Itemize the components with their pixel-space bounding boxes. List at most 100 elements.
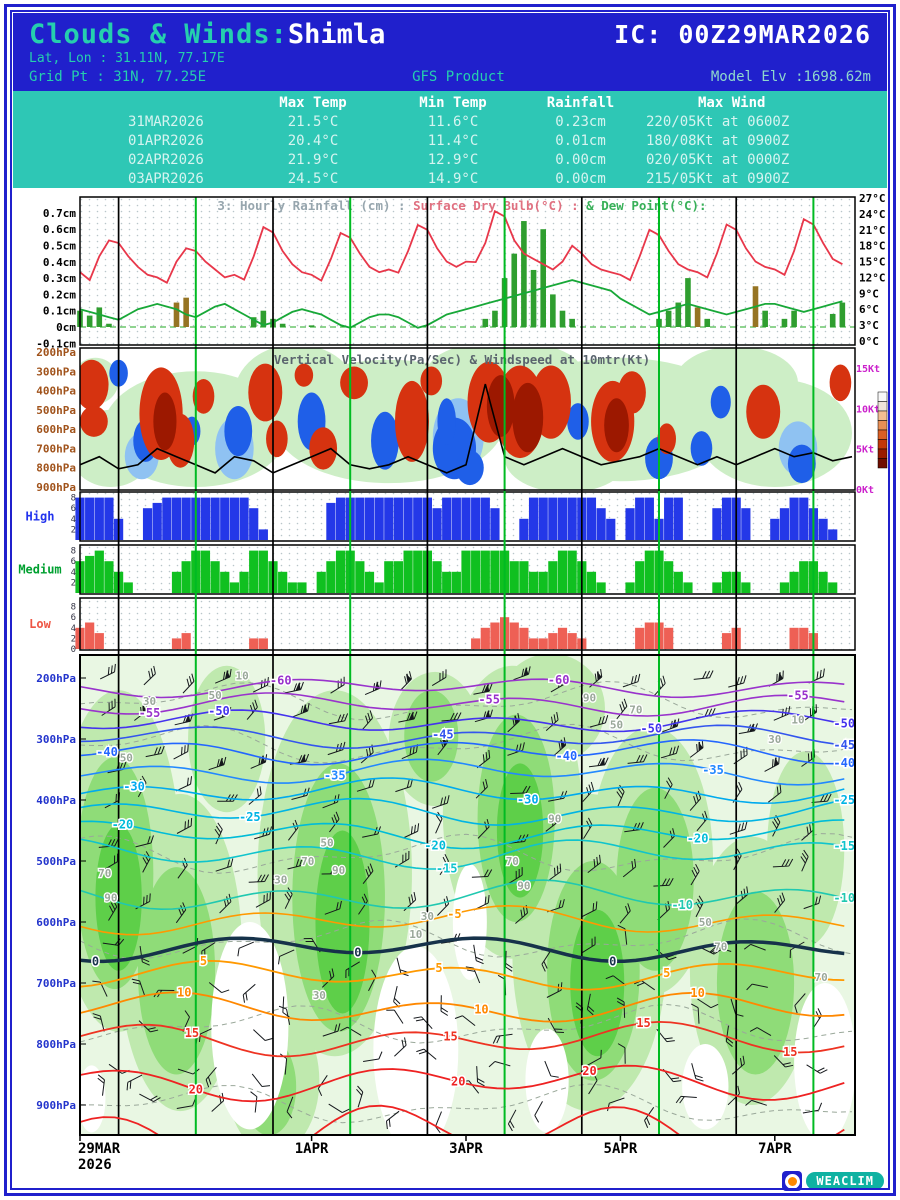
cloud-strip-label: High <box>26 510 55 524</box>
cell-rainfall: 0.00cm <box>555 171 606 187</box>
rh-contour-label: 50 <box>320 837 333 850</box>
temp-contour-label: -40 <box>833 756 855 770</box>
temp-contour-label: 0 <box>609 954 616 968</box>
lat-lon: Lat, Lon : 31.11N, 77.17E <box>29 51 225 66</box>
x-axis-label: 3APR <box>449 1141 483 1157</box>
p1-left-tick: 0.7cm <box>43 207 76 220</box>
rh-contour-label: 90 <box>548 812 561 825</box>
wind-barbs <box>92 663 832 1134</box>
col-rainfall: Rainfall <box>546 95 615 111</box>
svg-text:2: 2 <box>71 634 76 644</box>
header-meta: Grid Pt : 31N, 77.25E GFS Product Model … <box>29 69 871 85</box>
rh-contour-label: 90 <box>104 892 117 905</box>
panel-borders <box>79 196 856 1136</box>
p1-right-tick: 3°C <box>859 319 879 332</box>
rh-contour-label: 50 <box>699 916 712 929</box>
p1-right-tick: 9°C <box>859 287 879 300</box>
temp-contour-label: 20 <box>189 1083 203 1097</box>
cell-rainfall: 0.01cm <box>555 133 606 149</box>
table-row: 31MAR2026 21.5°C 11.6°C 0.23cm 220/05Kt at 0… <box>13 113 887 132</box>
summary-table-body: 31MAR2026 21.5°C 11.6°C 0.23cm 220/05Kt at 0… <box>13 113 887 189</box>
cell-max_wind: 220/05Kt at 0600Z <box>646 114 790 130</box>
svg-text:6: 6 <box>71 613 76 623</box>
p1-left-tick: 0.2cm <box>43 288 76 301</box>
p2-left-tick: 500hPa <box>36 404 76 417</box>
temp-contour-label: -45 <box>432 727 454 741</box>
temp-contour-label: 15 <box>783 1045 797 1059</box>
weaclim-logo[interactable]: WEACLIM <box>782 1171 884 1191</box>
svg-text:8: 8 <box>71 494 76 504</box>
p1-right-tick: 6°C <box>859 303 879 316</box>
panel-vertical-velocity: 200hPa 300hPa 400hPa 500hPa 600hPa 700hPa 800h… <box>36 346 888 496</box>
p1-left-tick: 0.6cm <box>43 223 76 236</box>
temp-contour-label: -40 <box>556 749 578 763</box>
temp-contour-label: -60 <box>270 673 292 687</box>
p2-colorbar <box>877 429 888 440</box>
brand-label: WEACLIM <box>806 1172 884 1190</box>
temp-contour-label: -10 <box>671 898 693 912</box>
product-name: GFS Product <box>412 69 505 85</box>
temp-contour-label: -55 <box>787 689 809 703</box>
p1-right-tick: 21°C <box>859 224 886 237</box>
p1-left-tick: 0.5cm <box>43 240 76 253</box>
table-row: 02APR2026 21.9°C 12.9°C 0.00cm 020/05Kt at 0… <box>13 151 887 170</box>
cell-max_temp: 21.9°C <box>287 152 339 168</box>
p2-colorbar <box>877 448 888 459</box>
svg-text:8: 8 <box>71 547 76 557</box>
p2-left-tick: 400hPa <box>36 385 76 398</box>
temp-contour-label: -20 <box>424 839 446 853</box>
title-prefix: Clouds & Winds: <box>29 19 288 50</box>
temp-contour-label: 15 <box>443 1029 457 1043</box>
rh-contour-label: 10 <box>791 713 804 726</box>
temp-contour-label: -25 <box>833 793 855 807</box>
p4-left-tick: 200hPa <box>36 672 76 685</box>
temp-contour-label: 15 <box>185 1026 199 1040</box>
temp-contour-label: -30 <box>517 793 539 807</box>
p4-left-tick: 900hPa <box>36 1099 76 1112</box>
cell-min_temp: 11.6°C <box>427 114 479 130</box>
rh-contour <box>80 680 853 721</box>
grid-point: Grid Pt : 31N, 77.25E <box>29 69 207 85</box>
rh-contour-label: 30 <box>274 873 287 886</box>
rh-contour-label: 90 <box>332 864 345 877</box>
rh-contour <box>80 1083 853 1124</box>
svg-text:6: 6 <box>71 504 76 514</box>
p1-left-tick: 0.3cm <box>43 272 76 285</box>
temp-contour-label: -30 <box>123 780 145 794</box>
temp-contour-label: 15 <box>636 1016 650 1030</box>
rh-contour-label: 10 <box>409 928 422 941</box>
p1-left-tick: 0.1cm <box>43 305 76 318</box>
logo-icon <box>782 1171 803 1191</box>
title-station: Shimla <box>287 19 386 50</box>
cell-max_temp: 24.5°C <box>287 171 339 187</box>
logo-circle-icon <box>784 1173 800 1189</box>
cloud-strip-label: Low <box>29 617 51 631</box>
cell-max_wind: 215/05Kt at 0900Z <box>646 171 790 187</box>
svg-text:6: 6 <box>71 557 76 567</box>
rh-contour-label: 10 <box>235 670 248 683</box>
table-row: 03APR2026 24.5°C 14.9°C 0.00cm 215/05Kt at 0… <box>13 170 887 189</box>
svg-text:2: 2 <box>71 578 76 588</box>
svg-text:0: 0 <box>71 645 76 655</box>
cell-max_temp: 21.5°C <box>287 114 339 130</box>
rh-contour-label: 70 <box>506 855 519 868</box>
cell-date: 03APR2026 <box>128 171 204 187</box>
p2-right-tick: 15Kt <box>856 364 880 375</box>
p2-colorbar <box>877 420 888 431</box>
rh-contour-label: 70 <box>98 867 111 880</box>
cell-date: 02APR2026 <box>128 152 204 168</box>
rh-contour-label: 70 <box>814 971 827 984</box>
p2-colorbar <box>877 458 888 469</box>
p2-colorbar <box>877 401 888 412</box>
temp-contour-label: -50 <box>208 704 230 718</box>
p2-left-tick: 800hPa <box>36 462 76 475</box>
p2-right-tick: 10Kt <box>856 404 880 415</box>
temp-contour-label: -50 <box>833 717 855 731</box>
rh-contour <box>80 1003 853 1044</box>
svg-text:4: 4 <box>71 515 76 525</box>
p2-title: Vertical Velocity(Pa/Sec) & Windspeed at… <box>274 352 650 367</box>
p1-left-tick: -0.1cm <box>36 337 76 350</box>
windspeed-line <box>80 383 853 474</box>
x-axis-label: 7APR <box>758 1141 792 1157</box>
